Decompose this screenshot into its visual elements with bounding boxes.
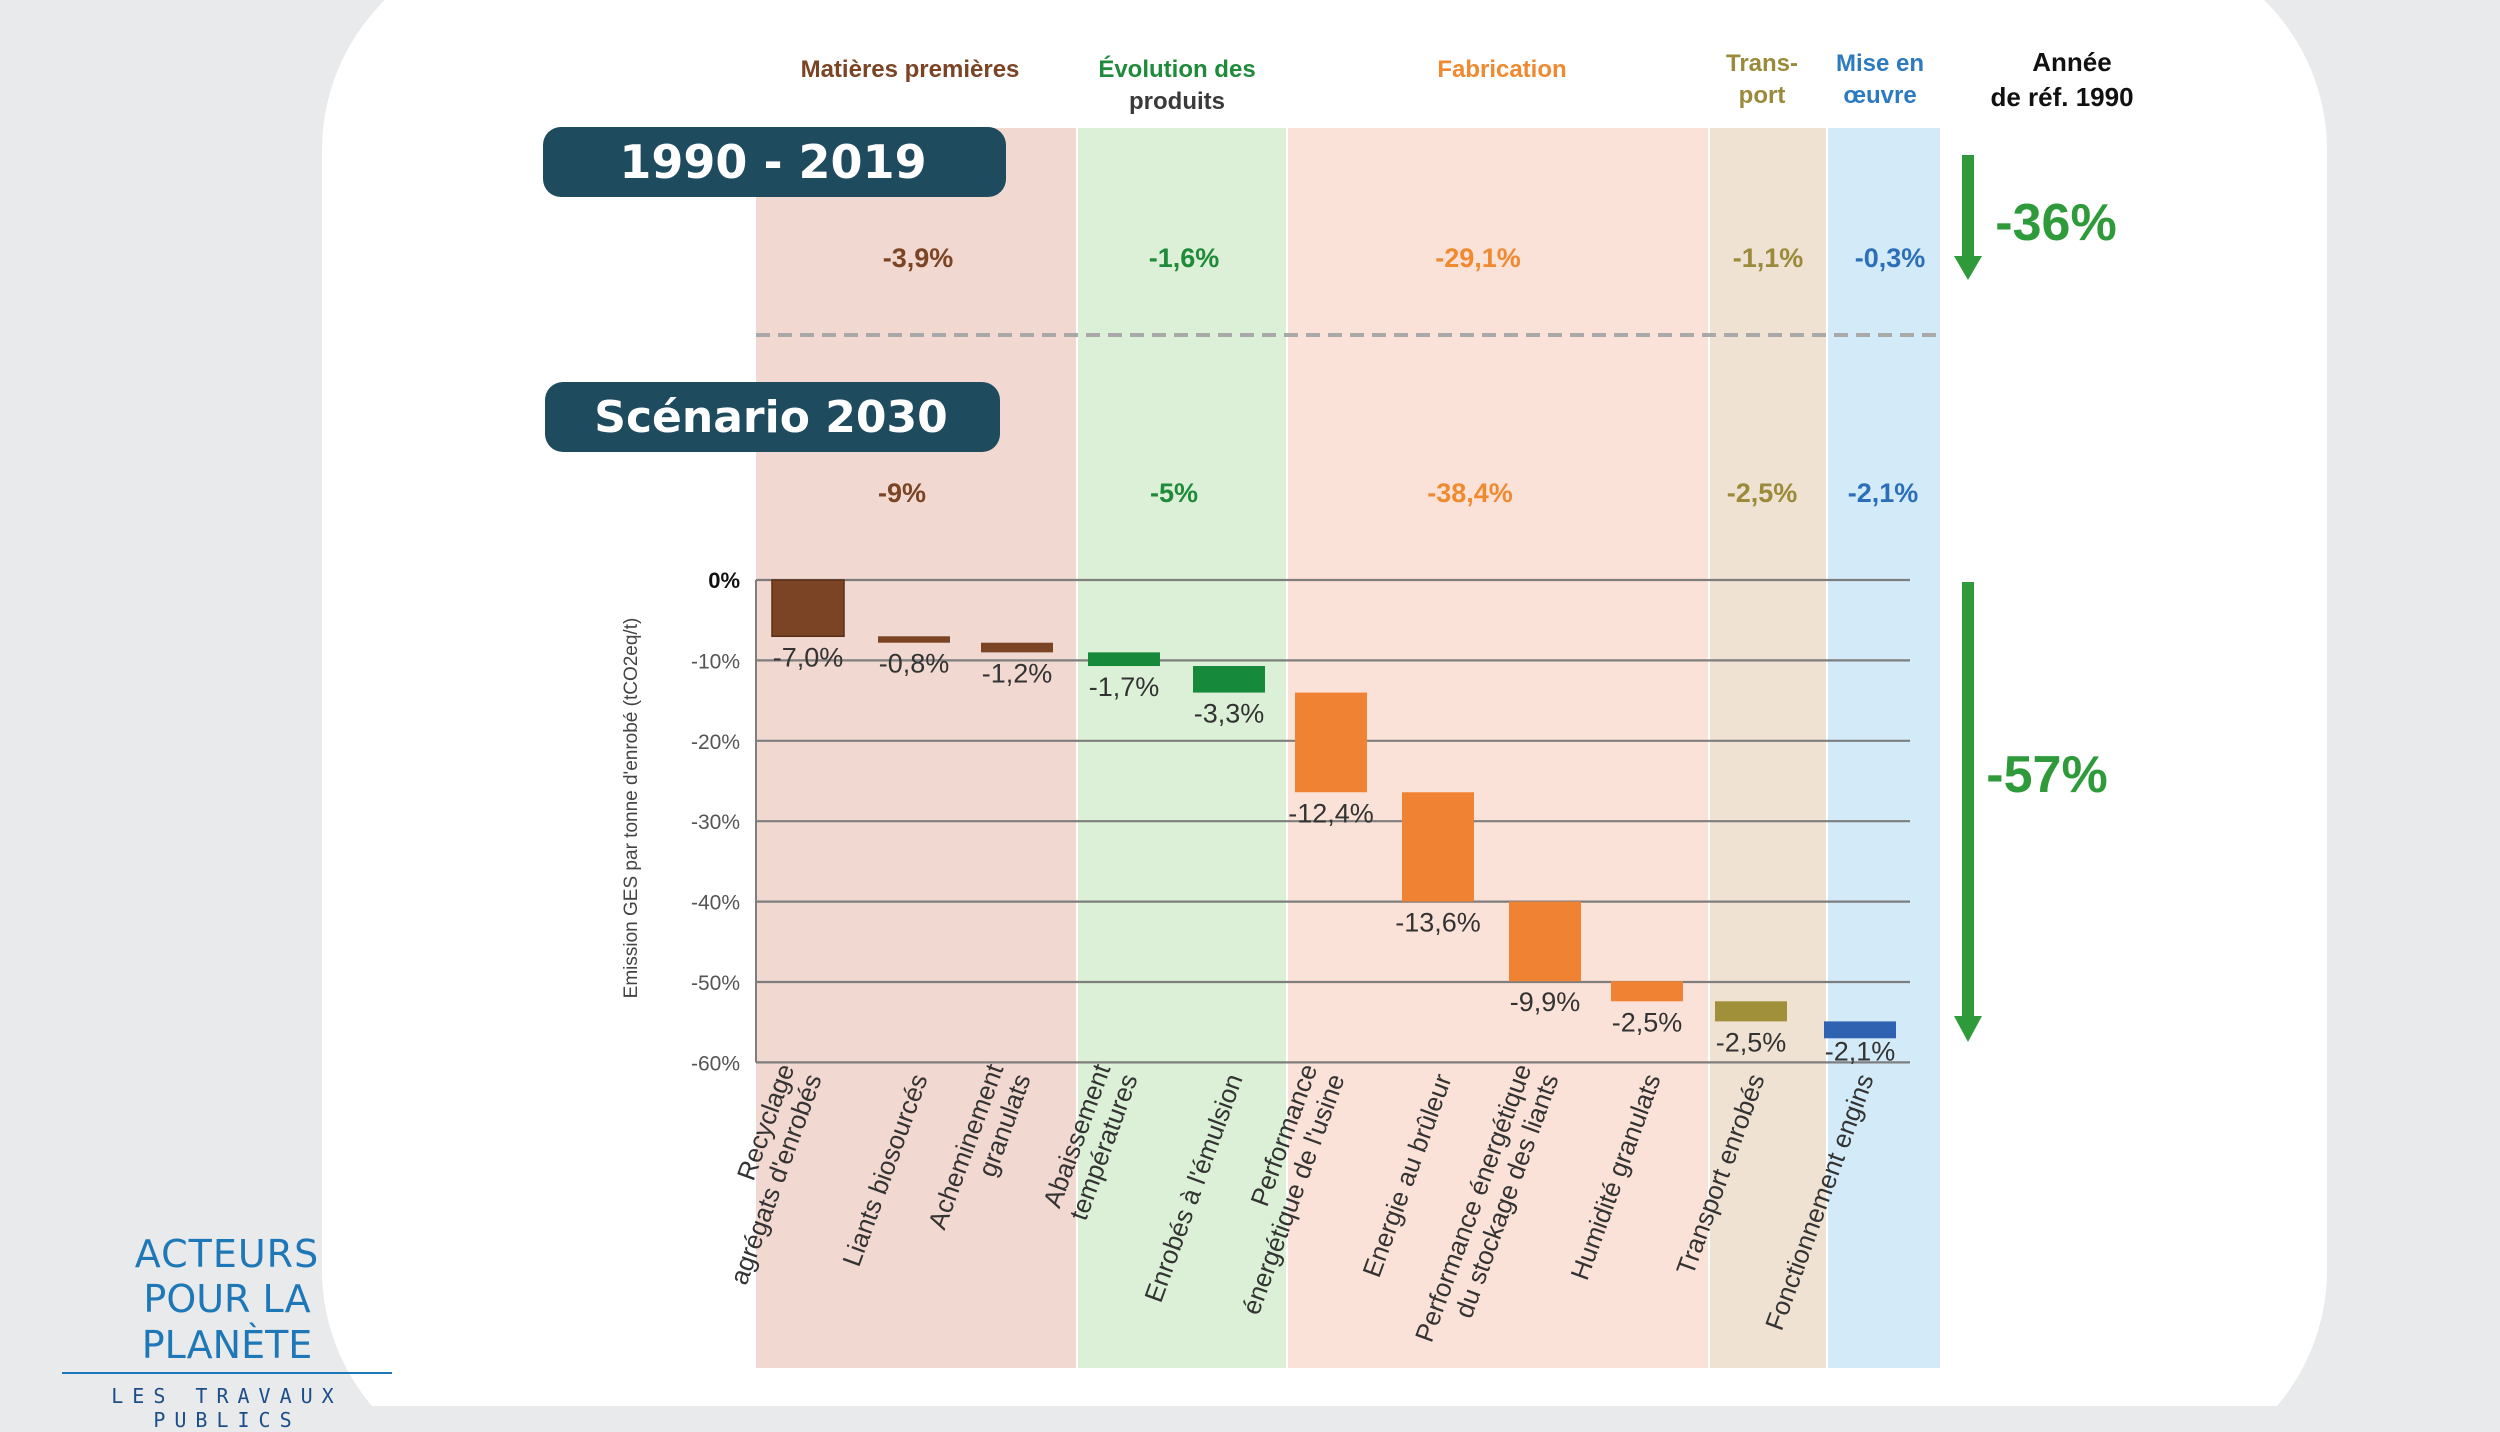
bar-value-label: -2,1%	[1825, 1036, 1896, 1066]
header-evolution-line1: Évolution des	[1098, 55, 1255, 83]
row1990-fabrication: -29,1%	[1435, 243, 1521, 273]
header-mise-line2: œuvre	[1843, 82, 1916, 109]
header-transport-line1: Trans-	[1726, 50, 1798, 77]
y-tick-label: 0%	[708, 568, 740, 593]
bar-value-label: -9,9%	[1510, 987, 1581, 1017]
row1990-matieres: -3,9%	[883, 243, 954, 273]
y-tick-label: -20%	[691, 731, 740, 754]
arrow-1990-2019	[1954, 155, 1982, 280]
bar-5	[1193, 666, 1265, 693]
row1990-evolution: -1,6%	[1149, 243, 1220, 273]
y-tick-label: -50%	[691, 972, 740, 995]
bar-value-label: -1,7%	[1089, 672, 1160, 702]
bar-value-label: -2,5%	[1612, 1007, 1683, 1037]
row2030-fabrication: -38,4%	[1427, 478, 1513, 508]
header-ref-line1: Année	[2032, 47, 2111, 77]
bar-6	[1295, 692, 1367, 793]
row1990-transport: -1,1%	[1733, 243, 1804, 273]
total-1990-2019: -36%	[1995, 194, 2116, 252]
badge-period-1990-label: 1990 - 2019	[619, 135, 926, 189]
bar-value-label: -3,3%	[1194, 699, 1265, 729]
column-bg-matieres	[756, 128, 1076, 1368]
bar-10	[1715, 1001, 1787, 1022]
y-tick-label: -60%	[691, 1052, 740, 1075]
header-mise-line1: Mise en	[1836, 50, 1924, 77]
y-tick-label: -30%	[691, 811, 740, 834]
bar-11	[1824, 1021, 1896, 1039]
bar-value-label: -12,4%	[1288, 798, 1374, 828]
badge-period-1990	[543, 127, 1006, 197]
column-bg-mise	[1828, 128, 1940, 1368]
badge-scenario-2030	[545, 382, 1000, 452]
header-matieres: Matières premières	[801, 56, 1020, 83]
bar-value-label: -1,2%	[982, 658, 1053, 688]
header-evolution-line2: produits	[1129, 88, 1225, 115]
bar-2	[878, 636, 950, 643]
badge-scenario-2030-label: Scénario 2030	[594, 392, 947, 443]
bar-8	[1509, 901, 1581, 982]
row1990-mise: -0,3%	[1855, 243, 1926, 273]
row2030-mise: -2,1%	[1848, 478, 1919, 508]
row2030-transport: -2,5%	[1727, 478, 1798, 508]
bar-value-label: -7,0%	[773, 642, 844, 672]
bar-4	[1088, 652, 1160, 667]
bar-3	[981, 642, 1053, 653]
bar-value-label: -0,8%	[879, 649, 950, 679]
row2030-matieres: -9%	[878, 478, 926, 508]
y-tick-label: -40%	[691, 892, 740, 915]
acteurs-pour-la-planete-logo: ACTEURS POUR LA PLANÈTE LES TRAVAUX PUBL…	[62, 1232, 392, 1432]
bar-7	[1402, 792, 1474, 902]
arrow-scenario-2030	[1954, 582, 1982, 1042]
bar-value-label: -13,6%	[1395, 908, 1481, 938]
y-axis-title: Emission GES par tonne d'enrobé (tCO2eq/…	[621, 618, 642, 999]
bar-9	[1611, 981, 1683, 1002]
y-tick-label: -10%	[691, 650, 740, 673]
bar-value-label: -2,5%	[1716, 1027, 1787, 1057]
header-transport-line2: port	[1739, 82, 1786, 109]
header-ref-line2: de réf. 1990	[1990, 82, 2133, 112]
total-scenario-2030: -57%	[1986, 746, 2107, 804]
header-fabrication: Fabrication	[1437, 56, 1566, 83]
bar-1	[771, 579, 845, 638]
row2030-evolution: -5%	[1150, 478, 1198, 508]
